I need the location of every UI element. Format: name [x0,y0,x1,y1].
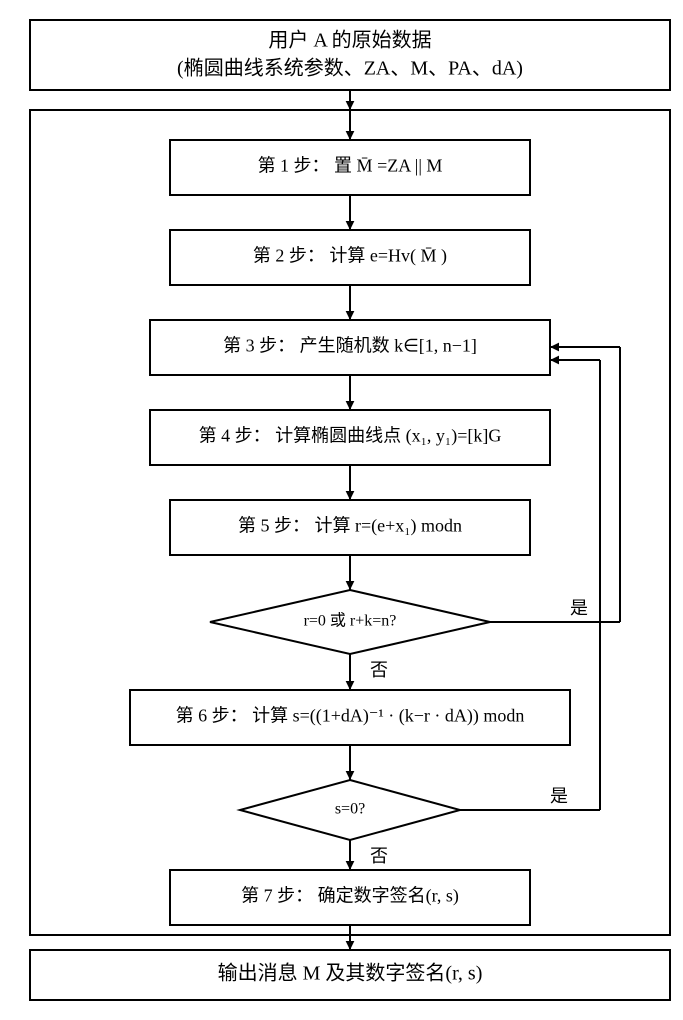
svg-text:第 3 步： 产生随机数 k∈[1, n−1]: 第 3 步： 产生随机数 k∈[1, n−1] [223,336,477,356]
svg-text:第 7 步： 确定数字签名(r, s): 第 7 步： 确定数字签名(r, s) [241,886,459,907]
svg-text:是: 是 [550,786,568,806]
svg-text:否: 否 [370,660,388,680]
svg-text:第 4 步： 计算椭圆曲线点 (x₁, y₁)=[k]G: 第 4 步： 计算椭圆曲线点 (x₁, y₁)=[k]G [199,426,502,447]
svg-text:第 2 步： 计算 e=Hv( M̄ ): 第 2 步： 计算 e=Hv( M̄ ) [253,246,447,267]
svg-text:否: 否 [370,846,388,866]
svg-text:s=0?: s=0? [335,801,365,818]
svg-text:输出消息 M 及其数字签名(r, s): 输出消息 M 及其数字签名(r, s) [218,962,483,985]
svg-text:用户 A 的原始数据: 用户 A 的原始数据 [268,29,431,52]
svg-text:第 5 步： 计算 r=(e+x₁) modn: 第 5 步： 计算 r=(e+x₁) modn [238,516,462,537]
svg-text:是: 是 [570,598,588,618]
svg-text:第 1 步： 置 M̄ =ZA || M: 第 1 步： 置 M̄ =ZA || M [258,156,443,176]
svg-text:第 6 步： 计算 s=((1+dA)⁻¹ · (k−r ·: 第 6 步： 计算 s=((1+dA)⁻¹ · (k−r · dA)) modn [176,706,525,727]
svg-text:(椭圆曲线系统参数、ZA、M、PA、dA): (椭圆曲线系统参数、ZA、M、PA、dA) [177,57,523,80]
svg-text:r=0 或 r+k=n?: r=0 或 r+k=n? [304,612,397,630]
